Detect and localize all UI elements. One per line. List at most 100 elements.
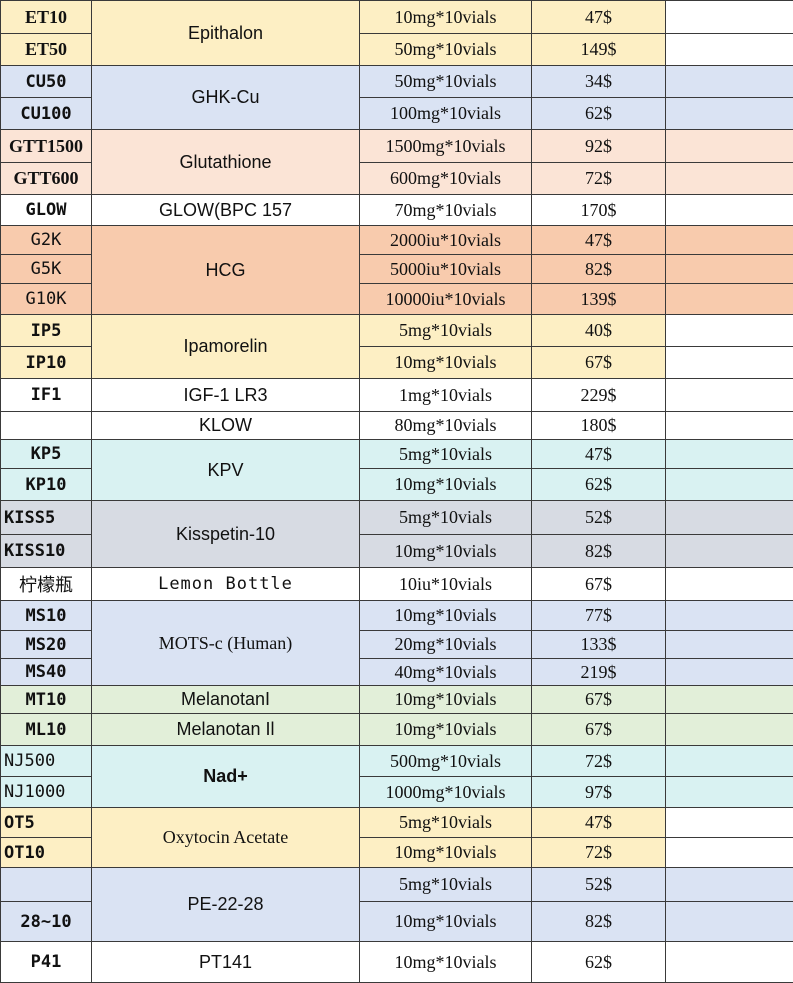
empty-cell [666,195,793,226]
product-name: Melanotan Il [92,714,360,746]
product-price: 62$ [532,942,666,983]
product-code: IP10 [1,347,92,379]
product-code: MT10 [1,686,92,714]
product-price: 82$ [532,255,666,284]
product-spec: 10000iu*10vials [360,284,532,315]
product-code: KP5 [1,440,92,469]
product-name: HCG [92,226,360,315]
product-name: GLOW(BPC 157 [92,195,360,226]
product-spec: 20mg*10vials [360,631,532,659]
product-name: Epithalon [92,1,360,66]
product-code: KP10 [1,469,92,501]
product-price: 47$ [532,440,666,469]
table-row: KISS5 Kisspetin-10 5mg*10vials 52$ [1,501,793,535]
empty-cell [666,130,793,163]
product-code: GTT1500 [1,130,92,163]
product-spec: 5mg*10vials [360,808,532,838]
product-code: IP5 [1,315,92,347]
product-code: CU100 [1,98,92,130]
product-code: OT5 [1,808,92,838]
empty-cell [666,942,793,983]
empty-cell [666,66,793,98]
product-code: KISS5 [1,501,92,535]
product-name: KPV [92,440,360,501]
product-price: 40$ [532,315,666,347]
product-spec: 40mg*10vials [360,659,532,686]
empty-cell [666,777,793,808]
product-spec: 10mg*10vials [360,714,532,746]
product-price: 82$ [532,902,666,942]
product-price: 180$ [532,412,666,440]
table-row: OT5 Oxytocin Acetate 5mg*10vials 47$ [1,808,793,838]
product-code: 柠檬瓶 [1,568,92,601]
table-row: ET10 Epithalon 10mg*10vials 47$ [1,1,793,34]
product-spec: 10mg*10vials [360,942,532,983]
table-row: IF1 IGF-1 LR3 1mg*10vials 229$ [1,379,793,412]
product-code: GTT600 [1,163,92,195]
product-spec: 10mg*10vials [360,347,532,379]
product-spec: 1000mg*10vials [360,777,532,808]
product-price: 67$ [532,714,666,746]
product-spec: 2000iu*10vials [360,226,532,255]
empty-cell [666,379,793,412]
empty-cell [666,568,793,601]
table-row: PE-22-28 5mg*10vials 52$ [1,868,793,902]
product-spec: 5mg*10vials [360,440,532,469]
product-code: CU50 [1,66,92,98]
product-name: MOTS-c (Human) [92,601,360,686]
product-spec: 5mg*10vials [360,315,532,347]
empty-cell [666,868,793,902]
product-spec: 1mg*10vials [360,379,532,412]
empty-cell [666,163,793,195]
empty-cell [666,255,793,284]
product-name: KLOW [92,412,360,440]
empty-cell [666,601,793,631]
empty-cell [666,469,793,501]
product-name: Nad+ [92,746,360,808]
table-row: MT10 MelanotanI 10mg*10vials 67$ [1,686,793,714]
product-price: 62$ [532,469,666,501]
product-price: 47$ [532,226,666,255]
product-code: NJ1000 [1,777,92,808]
product-spec: 50mg*10vials [360,66,532,98]
empty-cell [666,440,793,469]
table-row: 柠檬瓶 Lemon Bottle 10iu*10vials 67$ [1,568,793,601]
table-row: KP5 KPV 5mg*10vials 47$ [1,440,793,469]
product-price: 170$ [532,195,666,226]
empty-cell [666,412,793,440]
product-price: 62$ [532,98,666,130]
product-spec: 10mg*10vials [360,902,532,942]
product-price: 67$ [532,347,666,379]
product-price: 34$ [532,66,666,98]
empty-cell [666,746,793,777]
empty-cell [666,226,793,255]
product-name: Glutathione [92,130,360,195]
product-spec: 5000iu*10vials [360,255,532,284]
product-name: IGF-1 LR3 [92,379,360,412]
product-spec: 10mg*10vials [360,469,532,501]
product-price: 97$ [532,777,666,808]
product-spec: 10mg*10vials [360,686,532,714]
product-spec: 50mg*10vials [360,34,532,66]
product-name: Oxytocin Acetate [92,808,360,868]
table-row: GLOW GLOW(BPC 157 70mg*10vials 170$ [1,195,793,226]
product-spec: 10mg*10vials [360,1,532,34]
product-price: 72$ [532,163,666,195]
product-price: 139$ [532,284,666,315]
product-code: G10K [1,284,92,315]
empty-cell [666,315,793,347]
product-spec: 500mg*10vials [360,746,532,777]
product-name: PE-22-28 [92,868,360,942]
product-code [1,868,92,902]
empty-cell [666,838,793,868]
product-spec: 10mg*10vials [360,838,532,868]
product-price: 47$ [532,808,666,838]
table-row: ML10 Melanotan Il 10mg*10vials 67$ [1,714,793,746]
product-name: Ipamorelin [92,315,360,379]
product-price: 52$ [532,501,666,535]
product-price: 47$ [532,1,666,34]
product-code: MS10 [1,601,92,631]
product-price: 229$ [532,379,666,412]
product-code [1,412,92,440]
product-name: MelanotanI [92,686,360,714]
